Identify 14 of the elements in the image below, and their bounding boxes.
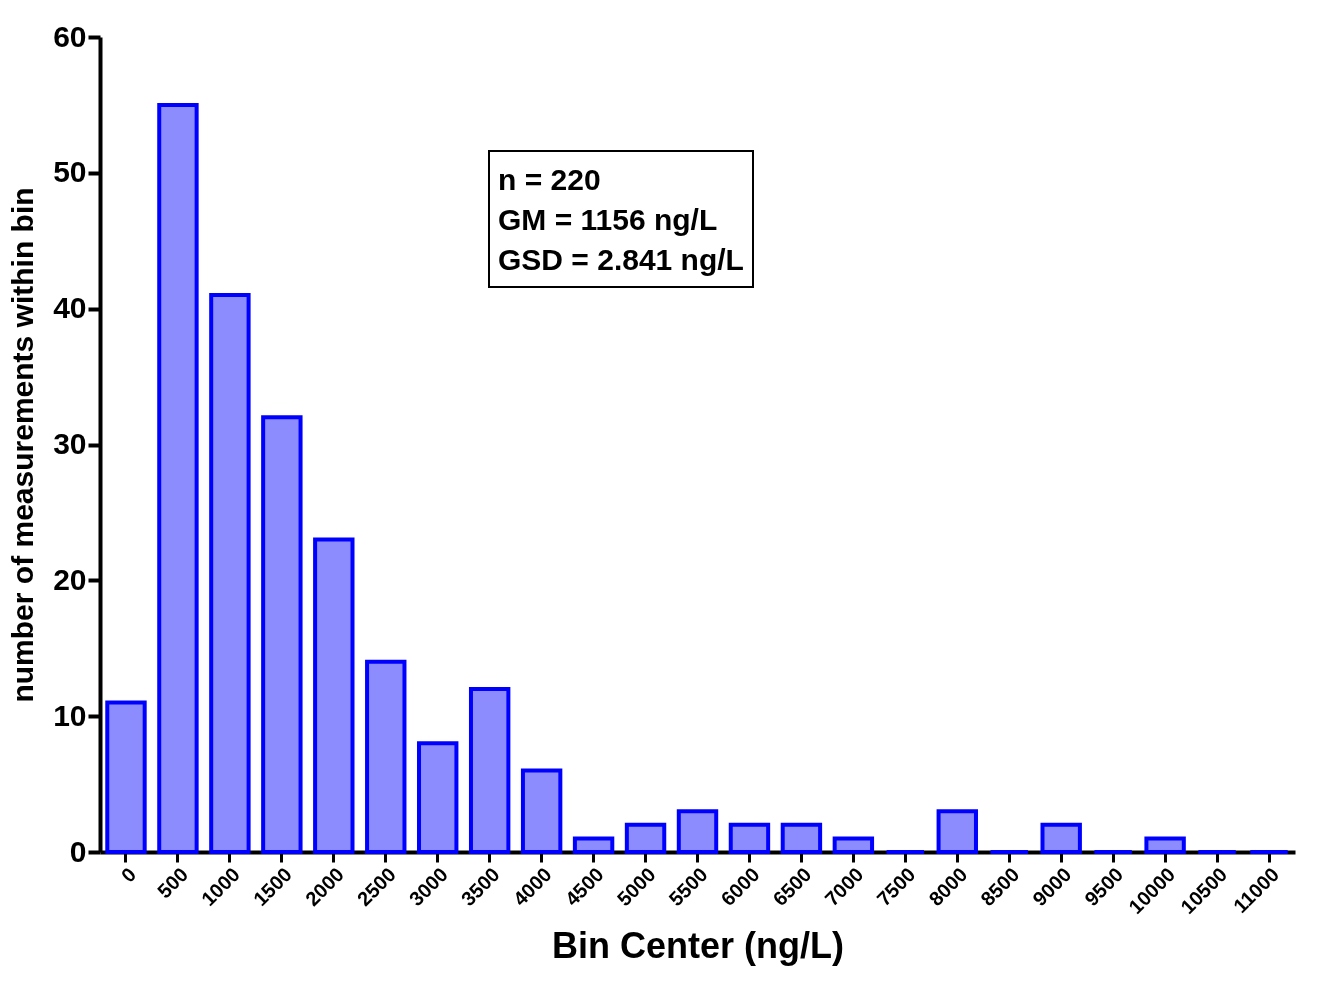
y-axis-title: number of measurements within bin (6, 187, 40, 703)
y-tick-label: 30 (53, 427, 87, 460)
y-tick-label: 60 (53, 19, 87, 53)
y-tick-label: 40 (53, 291, 87, 325)
y-tick-label: 20 (53, 562, 87, 596)
y-tick-label: 10 (53, 698, 87, 732)
annotation: n = 220 (498, 162, 602, 198)
annotation: GSD = 2.841 ng/L (498, 242, 744, 278)
x-axis-title: Bin Center (ng/L) (552, 924, 844, 966)
x-tick-label: 0 (116, 863, 141, 887)
y-tick-label: 0 (69, 834, 87, 868)
x-tick-label: 500 (152, 863, 193, 903)
annotation: GM = 1156 ng/L (498, 202, 719, 238)
y-tick-label: 50 (53, 155, 87, 189)
